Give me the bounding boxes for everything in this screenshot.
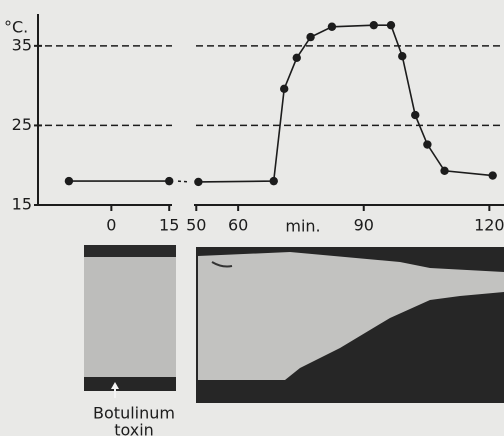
x-tick-label: 0 <box>106 216 116 235</box>
x-tick-label: 120 <box>474 216 504 235</box>
kymograph-right <box>196 247 504 403</box>
data-point <box>306 33 314 41</box>
data-point <box>165 177 173 185</box>
annotation: toxin <box>114 421 154 436</box>
break-connector <box>178 181 190 182</box>
x-axis-label: min. <box>285 217 320 236</box>
kymograph-left <box>84 245 176 398</box>
data-point <box>328 23 336 31</box>
data-point <box>398 52 406 60</box>
record-background <box>84 245 176 391</box>
x-tick-label: 90 <box>354 216 374 235</box>
y-tick-label: 25 <box>12 115 32 134</box>
data-point <box>280 85 288 93</box>
figure: °C.152535015506090120min.Botulinumtoxin <box>0 0 504 436</box>
record-top-band <box>84 245 176 257</box>
data-point <box>370 21 378 29</box>
data-point <box>270 177 278 185</box>
data-point <box>194 178 202 186</box>
page: {"chart_data": { "type": "line", "y_labe… <box>0 0 504 436</box>
y-axis-label: °C. <box>4 18 28 37</box>
data-point <box>65 177 73 185</box>
data-point <box>423 140 431 148</box>
x-tick-label: 50 <box>186 216 206 235</box>
x-tick-label: 15 <box>159 216 179 235</box>
x-tick-label: 60 <box>228 216 248 235</box>
data-point <box>387 21 395 29</box>
data-point <box>440 167 448 175</box>
data-point <box>411 111 419 119</box>
y-tick-label: 35 <box>12 35 32 54</box>
data-point <box>293 54 301 62</box>
data-line <box>198 25 492 182</box>
y-tick-label: 15 <box>12 195 32 214</box>
record-bottom-band <box>84 377 176 391</box>
data-point <box>488 171 496 179</box>
